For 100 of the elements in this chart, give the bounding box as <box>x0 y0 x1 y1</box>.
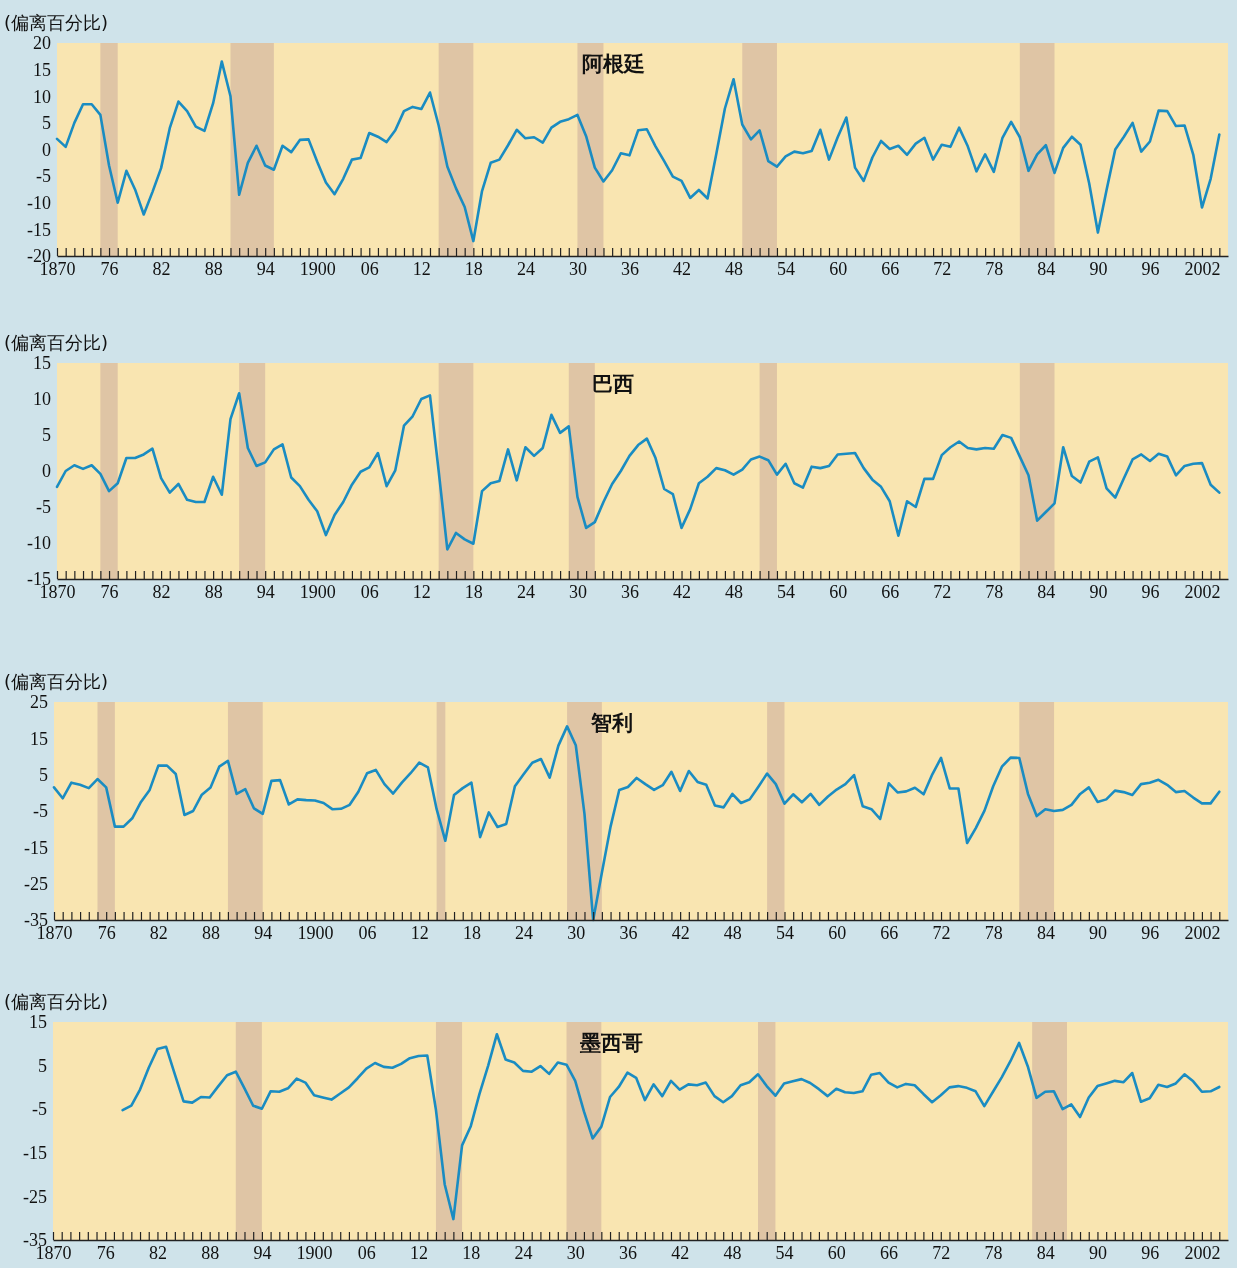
y-tick-label: -10 <box>27 193 51 214</box>
x-tick-label: 82 <box>152 259 171 280</box>
x-tick-label: 12 <box>410 1243 429 1264</box>
x-tick-label: 88 <box>202 923 221 944</box>
x-tick-label: 66 <box>881 259 900 280</box>
x-tick-label: 94 <box>256 582 275 603</box>
x-tick-label: 42 <box>671 923 690 944</box>
y-tick-label: -15 <box>24 837 48 858</box>
x-tick-label: 36 <box>620 259 639 280</box>
x-tick-label: 94 <box>253 1243 272 1264</box>
x-tick-label: 2002 <box>1184 1243 1221 1264</box>
x-tick-label: 60 <box>828 923 847 944</box>
x-tick-label: 66 <box>880 1243 899 1264</box>
y-axis-title: (偏离百分比) <box>4 12 109 33</box>
x-tick-label: 2002 <box>1184 923 1221 944</box>
x-tick-label: 24 <box>516 582 535 603</box>
y-tick-label: 15 <box>30 728 48 749</box>
x-tick-label: 54 <box>775 923 794 944</box>
x-tick-label: 60 <box>829 582 848 603</box>
x-tick-label: 12 <box>412 259 431 280</box>
x-tick-label: 18 <box>464 259 483 280</box>
y-tick-label: 15 <box>33 59 51 80</box>
y-tick-label: 5 <box>39 764 48 785</box>
x-tick-label: 30 <box>568 259 587 280</box>
x-tick-label: 96 <box>1141 923 1160 944</box>
y-axis-title: (偏离百分比) <box>4 671 109 692</box>
x-tick-label: 72 <box>932 923 951 944</box>
x-tick-label: 36 <box>618 1243 637 1264</box>
x-tick-label: 78 <box>984 1243 1003 1264</box>
x-tick-label: 24 <box>514 1243 533 1264</box>
y-tick-label: 5 <box>42 425 51 446</box>
x-tick-label: 54 <box>775 1243 794 1264</box>
x-tick-label: 48 <box>725 582 744 603</box>
x-tick-label: 94 <box>256 259 275 280</box>
y-tick-label: -15 <box>23 1143 47 1164</box>
y-tick-label: 25 <box>30 692 48 713</box>
y-tick-label: 0 <box>42 461 51 482</box>
x-tick-label: 88 <box>204 259 223 280</box>
x-tick-label: 76 <box>96 1243 115 1264</box>
x-tick-label: 90 <box>1089 582 1108 603</box>
x-tick-label: 18 <box>462 1243 481 1264</box>
x-tick-label: 1900 <box>299 259 336 280</box>
x-tick-label: 48 <box>723 923 742 944</box>
y-axis-title: (偏离百分比) <box>4 991 109 1012</box>
chart-title: 巴西 <box>592 372 635 396</box>
x-tick-label: 94 <box>254 923 273 944</box>
y-tick-label: 20 <box>33 33 51 54</box>
x-tick-label: 88 <box>201 1243 220 1264</box>
x-tick-label: 78 <box>984 923 1003 944</box>
y-tick-label: 5 <box>42 113 51 134</box>
x-tick-label: 12 <box>412 582 431 603</box>
x-tick-label: 82 <box>148 1243 167 1264</box>
chart-title: 墨西哥 <box>578 1031 643 1055</box>
y-tick-label: -5 <box>36 497 51 518</box>
x-tick-label: 48 <box>723 1243 742 1264</box>
x-tick-label: 72 <box>933 582 952 603</box>
x-tick-label: 36 <box>619 923 638 944</box>
x-tick-label: 18 <box>462 923 481 944</box>
y-tick-label: -10 <box>27 533 51 554</box>
x-tick-label: 42 <box>671 1243 690 1264</box>
x-tick-label: 60 <box>829 259 848 280</box>
y-tick-label: 0 <box>42 139 51 160</box>
x-tick-label: 06 <box>358 923 377 944</box>
y-tick-label: 15 <box>33 353 51 374</box>
x-tick-label: 54 <box>777 582 796 603</box>
x-tick-label: 72 <box>932 1243 951 1264</box>
x-tick-label: 42 <box>673 582 692 603</box>
y-tick-label: 15 <box>29 1012 47 1033</box>
y-tick-label: -5 <box>33 801 48 822</box>
x-tick-label: 18 <box>464 582 483 603</box>
chart-title: 智利 <box>589 711 633 735</box>
x-tick-label: 82 <box>152 582 171 603</box>
y-tick-label: -25 <box>23 1186 47 1207</box>
x-tick-label: 84 <box>1036 923 1055 944</box>
x-tick-label: 60 <box>827 1243 846 1264</box>
y-tick-label: -25 <box>24 873 48 894</box>
y-tick-label: 5 <box>38 1055 47 1076</box>
x-tick-label: 76 <box>100 259 119 280</box>
x-tick-label: 72 <box>933 259 952 280</box>
x-tick-label: 84 <box>1037 259 1056 280</box>
chart-title: 阿根廷 <box>581 52 645 76</box>
x-tick-label: 90 <box>1089 923 1108 944</box>
x-tick-label: 48 <box>725 259 744 280</box>
x-tick-label: 1900 <box>299 582 336 603</box>
x-tick-label: 66 <box>881 582 900 603</box>
x-tick-label: 2002 <box>1184 582 1221 603</box>
x-tick-label: 78 <box>985 582 1004 603</box>
x-tick-label: 96 <box>1141 582 1160 603</box>
x-tick-label: 36 <box>620 582 639 603</box>
x-tick-label: 30 <box>566 1243 585 1264</box>
x-tick-label: 90 <box>1088 1243 1107 1264</box>
x-tick-label: 06 <box>360 582 379 603</box>
x-tick-label: 76 <box>97 923 116 944</box>
x-tick-label: 78 <box>985 259 1004 280</box>
x-tick-label: 96 <box>1141 1243 1160 1264</box>
x-tick-label: 06 <box>357 1243 376 1264</box>
x-tick-label: 2002 <box>1184 259 1221 280</box>
y-axis-title: (偏离百分比) <box>4 332 109 353</box>
x-tick-label: 30 <box>567 923 586 944</box>
x-tick-label: 82 <box>149 923 168 944</box>
